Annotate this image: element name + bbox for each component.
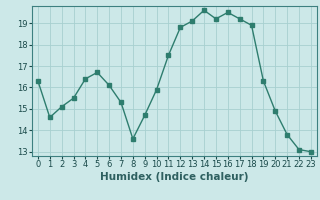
- X-axis label: Humidex (Indice chaleur): Humidex (Indice chaleur): [100, 172, 249, 182]
